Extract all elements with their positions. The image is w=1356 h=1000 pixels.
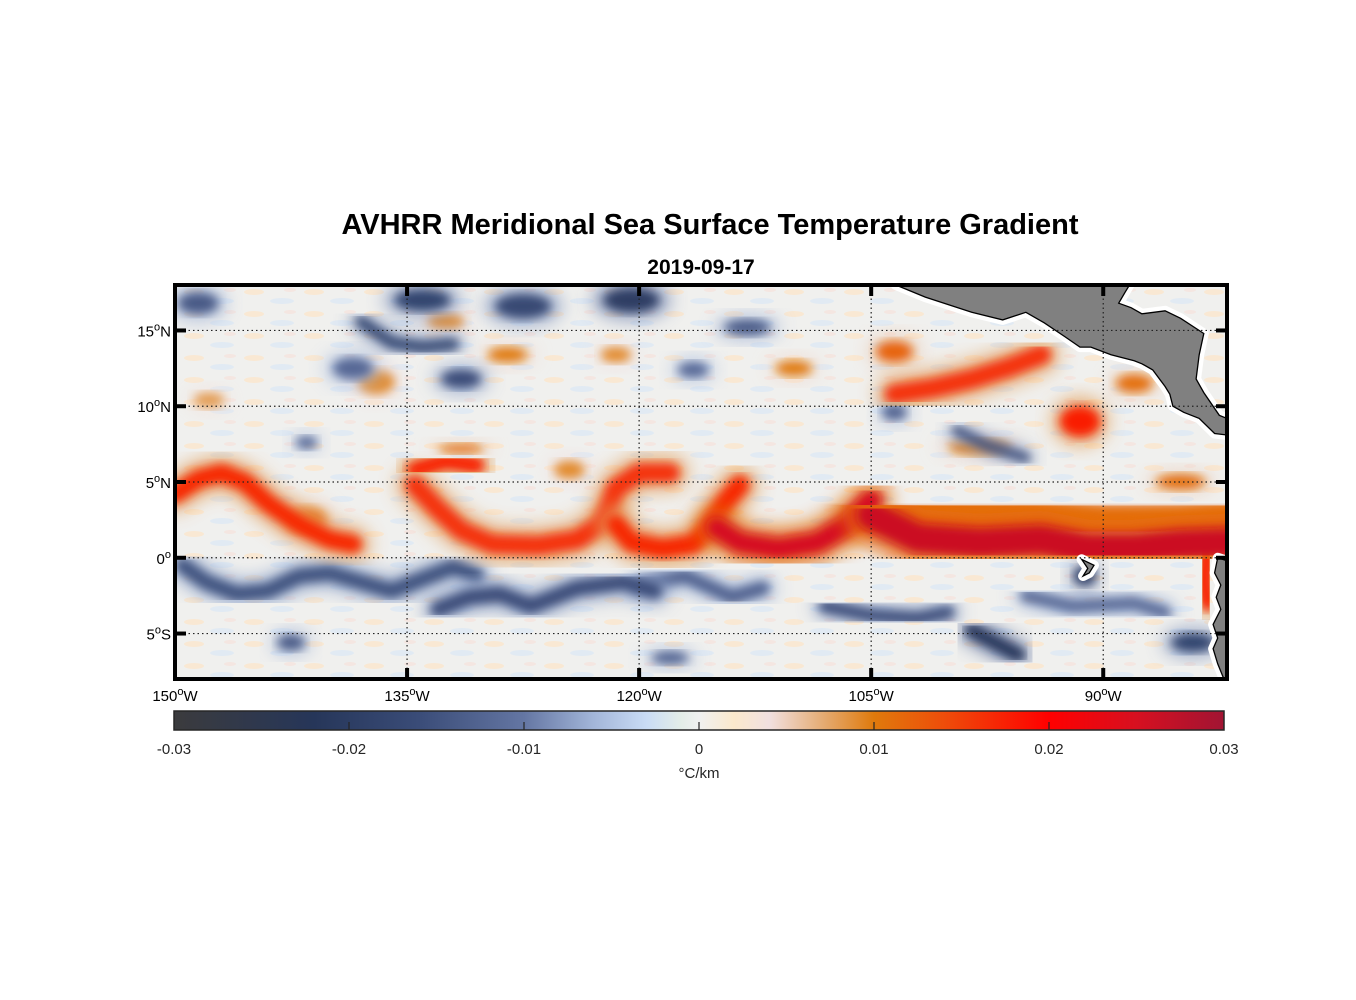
cold-5s-102w: [818, 600, 955, 625]
chart-title: AVHRR Meridional Sea Surface Temperature…: [341, 209, 1078, 241]
cold-7n-100w: [951, 425, 1031, 463]
cold-11n-132w: [441, 369, 482, 389]
blob-14n-129w: [487, 347, 528, 363]
tiw-front-trough-2: [606, 475, 750, 559]
map-plot-area: 150oW 135oW 120oW 105oW 90oW 15oN 10oN 5oN 0o 5oS: [137, 283, 1229, 705]
cold-6s-97w: [964, 623, 1025, 662]
cold-8n-141w: [295, 436, 318, 449]
y-tick-label: 10oN: [137, 397, 171, 416]
blob-9n-92w: [1059, 406, 1101, 437]
colorbar-tick-label: 0.02: [1034, 741, 1063, 758]
tiw-front-cusp-1: [407, 453, 485, 478]
axis-ticks: 150oW 135oW 120oW 105oW 90oW 15oN 10oN 5oN 0o 5oS: [137, 285, 1227, 705]
colorbar-label: °C/km: [679, 765, 720, 782]
cold-17n-148w: [178, 292, 219, 314]
colorbar-tick-label: -0.01: [507, 741, 541, 758]
colorbar-tick-label: 0.01: [859, 741, 888, 758]
cold-17n-129w: [495, 294, 551, 319]
cold-12n-138w: [332, 357, 374, 379]
x-tick-label: 135oW: [384, 686, 430, 705]
colorbar-ticks: -0.03 -0.02 -0.01 0 0.01 0.02 0.03: [157, 722, 1239, 758]
x-tick-label: 150oW: [152, 686, 198, 705]
colorbar-tick-label: 0.03: [1209, 741, 1238, 758]
blob-15n-122w: [600, 347, 632, 363]
cold-12n-116w: [677, 362, 709, 378]
x-tick-label: 120oW: [616, 686, 662, 705]
colorbar: -0.03 -0.02 -0.01 0 0.01 0.02 0.03 °C/km: [157, 710, 1239, 782]
gradient-field: [175, 285, 1227, 668]
y-tick-label: 5oN: [146, 473, 171, 492]
south-america-ecuador: [1212, 556, 1227, 679]
cold-17n-135w: [394, 289, 451, 311]
blob-5n-86w: [1155, 474, 1206, 490]
colorbar-tick-label: 0: [695, 741, 703, 758]
blob-10n-148w: [193, 392, 225, 408]
cold-6s-143w: [277, 635, 305, 651]
cold-6s-118w: [651, 651, 689, 664]
blob-6n-124w: [554, 460, 585, 479]
x-tick-label: 90oW: [1085, 686, 1123, 705]
blob-16n-133w: [427, 313, 465, 329]
cold-trough-mid: [430, 574, 663, 617]
colorbar-tick-label: -0.02: [332, 741, 366, 758]
land-masses: [890, 285, 1227, 679]
x-tick-label: 105oW: [849, 686, 895, 705]
equatorial-front-east: [856, 500, 1227, 564]
blob-11n-88w: [1115, 374, 1153, 393]
blob-13n-110w: [775, 360, 813, 376]
galapagos: [1079, 557, 1095, 578]
tiw-front-trough-1: [404, 463, 680, 556]
cold-6s-84w: [1171, 633, 1215, 652]
cold-trough-west: [175, 557, 485, 602]
chart-subtitle: 2019-09-17: [647, 256, 754, 279]
colorbar-tick-label: -0.03: [157, 741, 191, 758]
y-tick-label: 5oS: [147, 625, 171, 644]
blob-13n-104w: [875, 341, 913, 363]
y-tick-label: 15oN: [137, 321, 171, 340]
cold-17n-121w: [603, 288, 660, 313]
tiw-front-west-arc: [175, 463, 362, 554]
cold-15n-113w: [724, 319, 771, 336]
y-tick-label: 0o: [157, 549, 171, 568]
northern-band-10n: [884, 344, 1052, 404]
central-america-mexico: [895, 285, 1227, 436]
